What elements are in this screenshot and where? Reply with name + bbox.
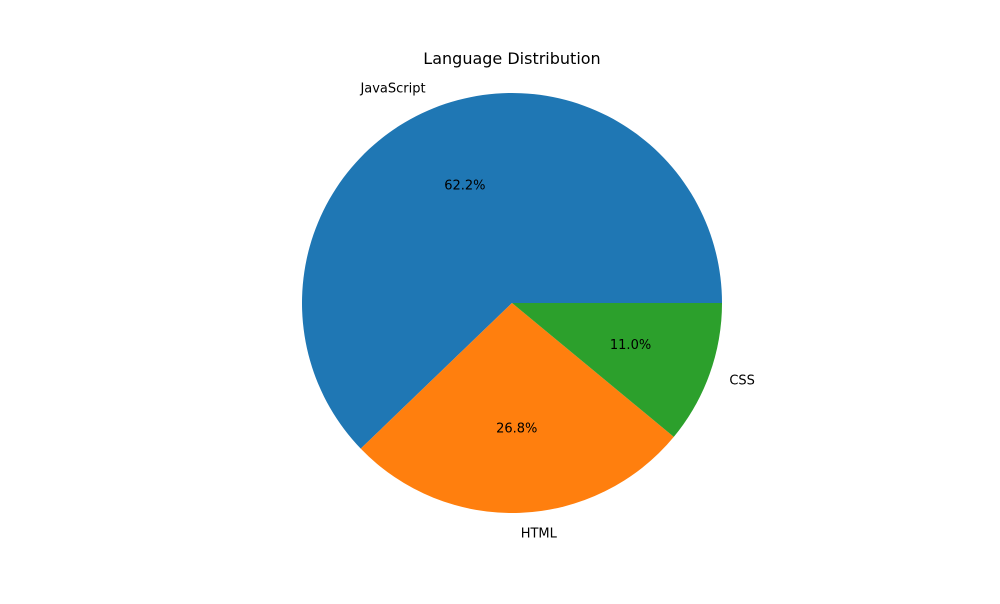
pie-slice-javascript: [302, 92, 722, 449]
slice-label-html: HTML: [521, 526, 558, 541]
pie-labels: JavaScript 62.2% HTML 26.8% CSS 11.0%: [359, 81, 754, 541]
percent-label-javascript: 62.2%: [444, 179, 485, 194]
slice-label-javascript: JavaScript: [359, 81, 425, 96]
pie-slices: [302, 92, 722, 514]
chart-title: Language Distribution: [423, 49, 600, 68]
percent-label-html: 26.8%: [496, 421, 537, 436]
slice-label-css: CSS: [729, 374, 755, 389]
pie-slice-css: [512, 303, 722, 437]
percent-label-css: 11.0%: [610, 338, 651, 353]
pie-slice-html: [360, 303, 674, 514]
